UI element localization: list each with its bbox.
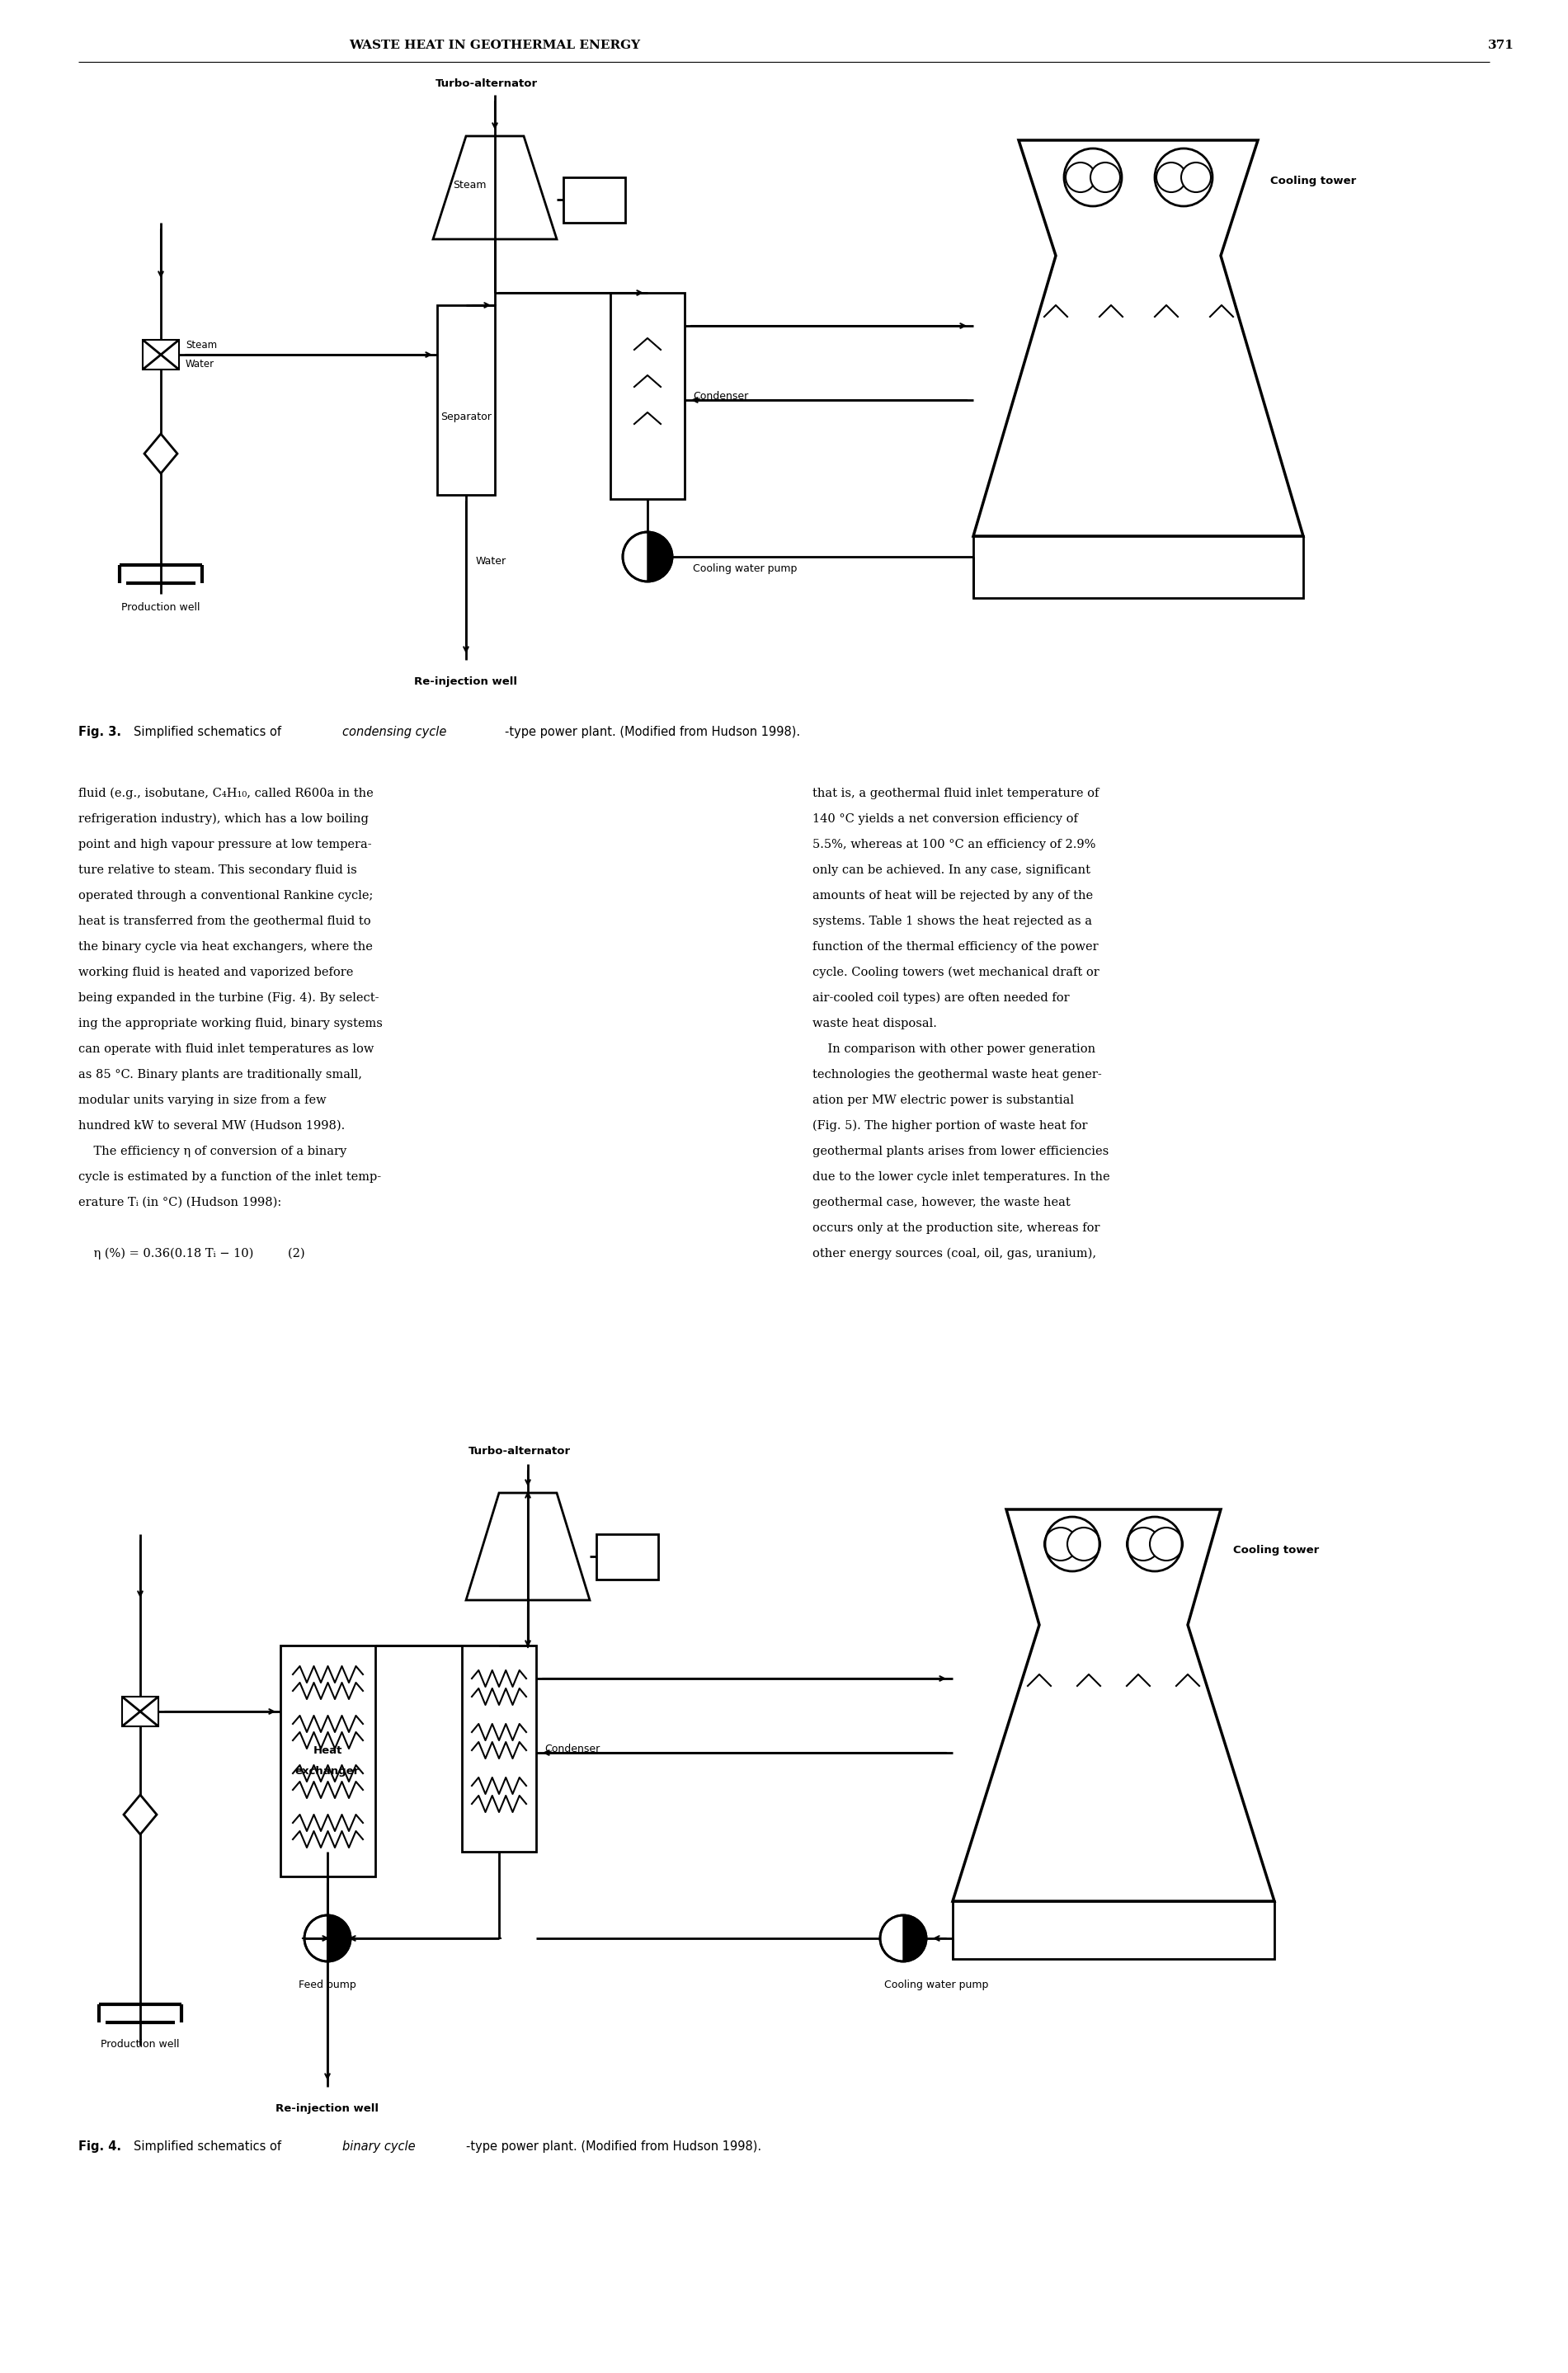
Bar: [143, 339, 179, 370]
Bar: [974, 536, 1303, 598]
Text: Production well: Production well: [100, 2038, 180, 2050]
Text: can operate with fluid inlet temperatures as low: can operate with fluid inlet temperature…: [78, 1044, 373, 1056]
Polygon shape: [648, 532, 673, 581]
Text: Simplified schematics of: Simplified schematics of: [133, 2140, 285, 2152]
Circle shape: [1066, 161, 1096, 192]
Text: η (%) = 0.36(0.18 Tᵢ − 10)         (2): η (%) = 0.36(0.18 Tᵢ − 10) (2): [78, 1248, 304, 1260]
Text: cycle. Cooling towers (wet mechanical draft or: cycle. Cooling towers (wet mechanical dr…: [812, 966, 1099, 978]
Bar: [596, 1535, 659, 1580]
Text: the binary cycle via heat exchangers, where the: the binary cycle via heat exchangers, wh…: [78, 942, 373, 952]
Text: Turbo-alternator: Turbo-alternator: [436, 78, 538, 90]
Text: ture relative to steam. This secondary fluid is: ture relative to steam. This secondary f…: [78, 864, 358, 876]
Text: being expanded in the turbine (Fig. 4). By select-: being expanded in the turbine (Fig. 4). …: [78, 992, 379, 1004]
Circle shape: [1154, 149, 1212, 206]
Text: -type power plant. (Modified from Hudson 1998).: -type power plant. (Modified from Hudson…: [466, 2140, 762, 2152]
Text: Cooling water pump: Cooling water pump: [693, 565, 797, 574]
Text: occurs only at the production site, whereas for: occurs only at the production site, wher…: [812, 1222, 1099, 1234]
Bar: [122, 1697, 158, 1725]
Text: geothermal plants arises from lower efficiencies: geothermal plants arises from lower effi…: [812, 1146, 1109, 1158]
Circle shape: [1181, 161, 1210, 192]
Text: as 85 °C. Binary plants are traditionally small,: as 85 °C. Binary plants are traditionall…: [78, 1068, 362, 1080]
Text: Turbo-alternator: Turbo-alternator: [469, 1445, 571, 1457]
Text: Steam: Steam: [185, 339, 216, 351]
Text: 140 °C yields a net conversion efficiency of: 140 °C yields a net conversion efficienc…: [812, 814, 1077, 826]
Text: Separator: Separator: [441, 411, 491, 422]
Bar: [437, 306, 495, 496]
Text: technologies the geothermal waste heat gener-: technologies the geothermal waste heat g…: [812, 1068, 1102, 1080]
Polygon shape: [433, 135, 557, 240]
Circle shape: [1149, 1528, 1182, 1561]
Text: WASTE HEAT IN GEOTHERMAL ENERGY: WASTE HEAT IN GEOTHERMAL ENERGY: [350, 40, 641, 52]
Bar: [610, 292, 685, 498]
Polygon shape: [953, 1509, 1275, 1901]
Text: Steam: Steam: [453, 180, 486, 190]
Circle shape: [1065, 149, 1121, 206]
Text: modular units varying in size from a few: modular units varying in size from a few: [78, 1094, 326, 1106]
Text: The efficiency η of conversion of a binary: The efficiency η of conversion of a bina…: [78, 1146, 347, 1158]
Text: Condenser: Condenser: [544, 1744, 601, 1754]
Text: hundred kW to several MW (Hudson 1998).: hundred kW to several MW (Hudson 1998).: [78, 1120, 345, 1132]
Circle shape: [1068, 1528, 1101, 1561]
Circle shape: [880, 1915, 927, 1962]
Polygon shape: [903, 1915, 927, 1962]
Circle shape: [1090, 161, 1120, 192]
Text: Re-injection well: Re-injection well: [414, 676, 517, 688]
Text: heat is transferred from the geothermal fluid to: heat is transferred from the geothermal …: [78, 916, 372, 928]
Text: operated through a conventional Rankine cycle;: operated through a conventional Rankine …: [78, 890, 373, 902]
Text: 5.5%, whereas at 100 °C an efficiency of 2.9%: 5.5%, whereas at 100 °C an efficiency of…: [812, 838, 1096, 850]
Text: that is, a geothermal fluid inlet temperature of: that is, a geothermal fluid inlet temper…: [812, 788, 1099, 800]
Bar: [281, 1644, 375, 1877]
Polygon shape: [466, 1493, 590, 1599]
Text: geothermal case, however, the waste heat: geothermal case, however, the waste heat: [812, 1196, 1071, 1208]
Polygon shape: [144, 434, 177, 475]
Text: due to the lower cycle inlet temperatures. In the: due to the lower cycle inlet temperature…: [812, 1172, 1110, 1182]
Circle shape: [304, 1915, 351, 1962]
Polygon shape: [974, 140, 1303, 536]
Text: other energy sources (coal, oil, gas, uranium),: other energy sources (coal, oil, gas, ur…: [812, 1248, 1096, 1260]
Text: working fluid is heated and vaporized before: working fluid is heated and vaporized be…: [78, 966, 353, 978]
Text: Water: Water: [477, 555, 506, 567]
Polygon shape: [328, 1915, 351, 1962]
Text: air-cooled coil types) are often needed for: air-cooled coil types) are often needed …: [812, 992, 1069, 1004]
Text: -type power plant. (Modified from Hudson 1998).: -type power plant. (Modified from Hudson…: [505, 726, 800, 738]
Text: Fig. 4.: Fig. 4.: [78, 2140, 121, 2152]
Circle shape: [1044, 1528, 1077, 1561]
Circle shape: [622, 532, 673, 581]
Text: Production well: Production well: [121, 603, 201, 612]
Circle shape: [1157, 161, 1185, 192]
Text: (Fig. 5). The higher portion of waste heat for: (Fig. 5). The higher portion of waste he…: [812, 1120, 1088, 1132]
Text: waste heat disposal.: waste heat disposal.: [812, 1018, 938, 1030]
Text: Feed pump: Feed pump: [298, 1979, 356, 1991]
Text: ation per MW electric power is substantial: ation per MW electric power is substanti…: [812, 1094, 1074, 1106]
Text: Cooling tower: Cooling tower: [1270, 176, 1356, 187]
Text: cycle is estimated by a function of the inlet temp-: cycle is estimated by a function of the …: [78, 1172, 381, 1182]
Bar: [953, 1901, 1275, 1960]
Text: Cooling water pump: Cooling water pump: [884, 1979, 988, 1991]
Circle shape: [1127, 1528, 1160, 1561]
Bar: [463, 1644, 536, 1851]
Text: Water: Water: [185, 358, 215, 370]
Text: In comparison with other power generation: In comparison with other power generatio…: [812, 1044, 1096, 1056]
Text: function of the thermal efficiency of the power: function of the thermal efficiency of th…: [812, 942, 1098, 952]
Text: ing the appropriate working fluid, binary systems: ing the appropriate working fluid, binar…: [78, 1018, 383, 1030]
Text: 371: 371: [1488, 40, 1515, 52]
Text: Re-injection well: Re-injection well: [276, 2102, 379, 2114]
Polygon shape: [124, 1794, 157, 1834]
Text: binary cycle: binary cycle: [342, 2140, 416, 2152]
Text: point and high vapour pressure at low tempera-: point and high vapour pressure at low te…: [78, 838, 372, 850]
Text: exchanger: exchanger: [295, 1766, 359, 1777]
Text: condensing cycle: condensing cycle: [342, 726, 447, 738]
Bar: [563, 178, 626, 223]
Text: erature Tᵢ (in °C) (Hudson 1998):: erature Tᵢ (in °C) (Hudson 1998):: [78, 1196, 282, 1208]
Text: amounts of heat will be rejected by any of the: amounts of heat will be rejected by any …: [812, 890, 1093, 902]
Text: only can be achieved. In any case, significant: only can be achieved. In any case, signi…: [812, 864, 1090, 876]
Text: refrigeration industry), which has a low boiling: refrigeration industry), which has a low…: [78, 814, 368, 826]
Text: fluid (e.g., isobutane, C₄H₁₀, called R600a in the: fluid (e.g., isobutane, C₄H₁₀, called R6…: [78, 788, 373, 800]
Text: Fig. 3.: Fig. 3.: [78, 726, 121, 738]
Text: systems. Table 1 shows the heat rejected as a: systems. Table 1 shows the heat rejected…: [812, 916, 1091, 928]
Text: Heat: Heat: [314, 1747, 342, 1756]
Text: Condenser: Condenser: [693, 392, 748, 401]
Text: Simplified schematics of: Simplified schematics of: [133, 726, 285, 738]
Text: Cooling tower: Cooling tower: [1232, 1545, 1319, 1557]
